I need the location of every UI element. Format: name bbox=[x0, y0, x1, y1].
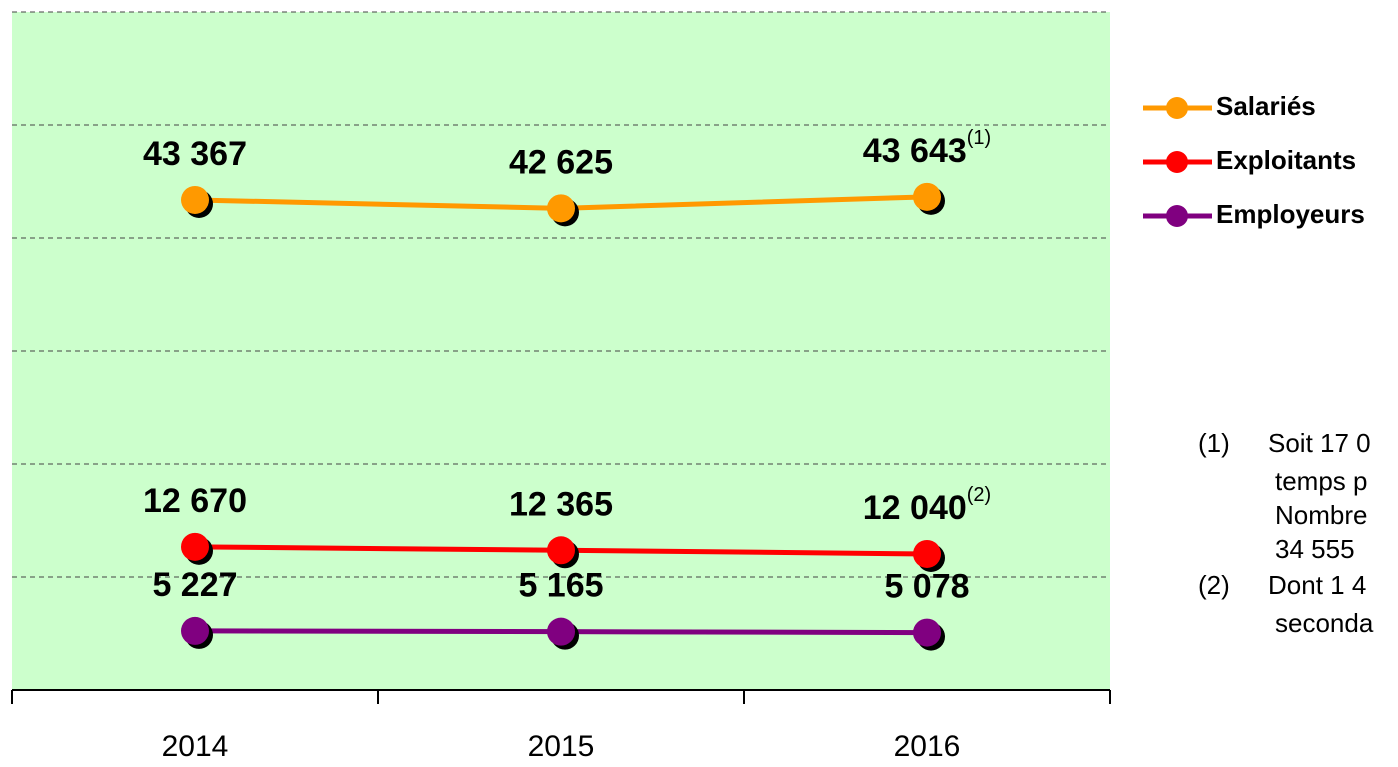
annotation: (2) bbox=[967, 484, 991, 506]
data-label: 43 643(1) bbox=[863, 127, 991, 170]
marker bbox=[913, 618, 941, 647]
marker bbox=[547, 194, 575, 223]
x-tick-label: 2016 bbox=[894, 730, 961, 763]
footnote-marker: (2) bbox=[1198, 570, 1230, 600]
footnote-line: seconda bbox=[1275, 608, 1374, 638]
data-label-value: 43 643 bbox=[863, 132, 967, 170]
data-label: 5 227 bbox=[152, 566, 237, 604]
data-label-value: 5 227 bbox=[152, 566, 237, 604]
legend-marker bbox=[1166, 97, 1188, 119]
data-label-value: 12 670 bbox=[143, 482, 247, 520]
legend-marker bbox=[1166, 151, 1188, 173]
marker bbox=[181, 532, 209, 561]
legend-label: Employeurs bbox=[1216, 199, 1365, 229]
annotation: (1) bbox=[967, 127, 991, 149]
data-label: 5 078 bbox=[884, 568, 969, 606]
marker bbox=[913, 182, 941, 211]
footnote-line: Nombre bbox=[1275, 500, 1367, 530]
legend-label: Salariés bbox=[1216, 91, 1316, 121]
footnote-line: 34 555 bbox=[1275, 534, 1355, 564]
marker bbox=[181, 185, 209, 214]
marker bbox=[547, 536, 575, 565]
data-label: 42 625 bbox=[509, 143, 613, 181]
data-label-value: 12 365 bbox=[509, 485, 613, 523]
marker bbox=[547, 617, 575, 646]
data-label: 12 040(2) bbox=[863, 484, 991, 527]
footnote-line: temps p bbox=[1275, 466, 1368, 496]
data-label-value: 43 367 bbox=[143, 135, 247, 173]
data-label: 5 165 bbox=[518, 567, 603, 605]
data-label-value: 12 040 bbox=[863, 489, 967, 527]
footnote-line: Dont 1 4 bbox=[1268, 570, 1366, 600]
data-label: 12 365 bbox=[509, 485, 613, 523]
data-label: 43 367 bbox=[143, 135, 247, 173]
marker bbox=[913, 539, 941, 568]
x-tick-label: 2015 bbox=[528, 730, 595, 763]
data-label-value: 42 625 bbox=[509, 143, 613, 181]
footnote-marker: (1) bbox=[1198, 428, 1230, 458]
data-label: 12 670 bbox=[143, 482, 247, 520]
x-tick-label: 2014 bbox=[162, 730, 229, 763]
data-label-value: 5 165 bbox=[518, 567, 603, 605]
legend-marker bbox=[1166, 205, 1188, 227]
footnote-line: Soit 17 0 bbox=[1268, 428, 1371, 458]
marker bbox=[181, 616, 209, 645]
legend-label: Exploitants bbox=[1216, 145, 1356, 175]
data-label-value: 5 078 bbox=[884, 568, 969, 606]
